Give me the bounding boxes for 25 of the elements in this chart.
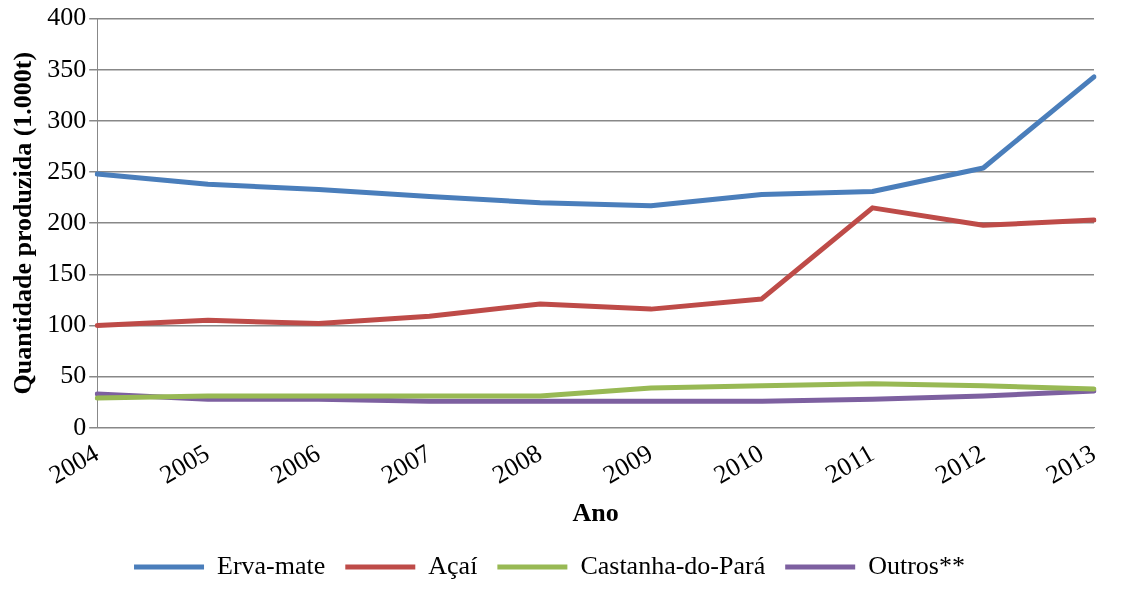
y-tick-label: 200 — [47, 207, 87, 237]
legend-label: Erva-mate — [217, 550, 326, 580]
y-tick-label: 0 — [73, 411, 87, 441]
x-tick-label: 2012 — [930, 438, 990, 490]
y-tick-label: 300 — [47, 104, 87, 134]
legend-label: Açaí — [428, 550, 478, 580]
x-tick-label: 2004 — [44, 438, 104, 490]
x-tick-label: 2010 — [708, 438, 769, 490]
x-tick-label: 2009 — [597, 438, 658, 490]
x-tick-label: 2011 — [820, 438, 879, 489]
x-tick-label: 2007 — [376, 438, 436, 490]
y-tick-label: 150 — [47, 258, 87, 288]
x-axis-title: Ano — [572, 498, 619, 528]
x-tick-label: 2005 — [154, 438, 215, 490]
y-tick-label: 250 — [47, 155, 87, 185]
y-tick-label: 400 — [47, 2, 87, 32]
y-tick-label: 350 — [47, 53, 87, 83]
legend-label: Outros** — [868, 550, 965, 580]
x-tick-label: 2006 — [265, 438, 326, 490]
y-tick-label: 100 — [47, 309, 87, 339]
legend-label: Castanha-do-Pará — [580, 550, 766, 580]
y-tick-label: 50 — [60, 360, 87, 390]
x-tick-label: 2008 — [487, 438, 547, 490]
x-tick-label: 2013 — [1040, 438, 1101, 490]
y-axis-title: Quantidade produzida (1.000t) — [8, 51, 38, 395]
